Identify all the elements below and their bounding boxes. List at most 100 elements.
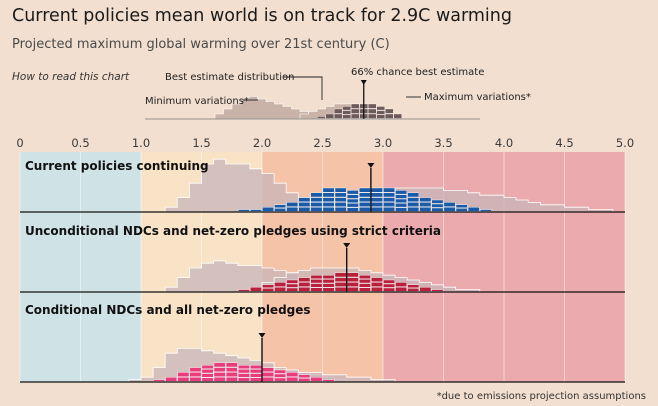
best-estimate-block [359, 192, 371, 198]
best-estimate-block [189, 377, 202, 382]
best-estimate-block [310, 275, 323, 280]
best-estimate-block [225, 372, 238, 377]
best-estimate-block [346, 198, 359, 203]
best-estimate-block [359, 202, 371, 207]
best-estimate-block [395, 198, 408, 203]
x-tick-label: 4.5 [555, 136, 573, 150]
x-tick-label: 3.5 [434, 136, 452, 150]
best-estimate-block [250, 287, 262, 292]
best-estimate-block [395, 190, 408, 195]
best-estimate-block [237, 377, 250, 382]
best-estimate-block [419, 287, 432, 292]
best-estimate-block [346, 282, 359, 287]
legend-best-block [351, 103, 360, 109]
x-tick-label: 3.0 [374, 136, 392, 150]
best-estimate-block [407, 288, 420, 292]
best-estimate-block [201, 365, 214, 370]
best-estimate-block [383, 206, 395, 212]
x-axis-ticks: 0 0.5 1.0 1.5 2.0 2.5 3.0 3.5 4.0 4.5 5.0 [16, 136, 634, 150]
best-estimate-block [334, 197, 347, 203]
best-estimate-block [443, 206, 456, 212]
best-estimate-block [237, 369, 250, 374]
best-estimate-block [310, 197, 323, 203]
legend-best-estimate-head [360, 80, 367, 85]
best-estimate-block [383, 279, 395, 284]
legend-minimum-variations [214, 96, 318, 120]
best-estimate-block [286, 206, 299, 212]
maximum-variations-area [322, 187, 614, 213]
best-estimate-block [298, 197, 311, 203]
best-estimate-block [383, 287, 395, 292]
x-tick-label: 1.5 [192, 136, 210, 150]
best-estimate-block [334, 287, 347, 292]
best-estimate-block [346, 277, 359, 283]
best-estimate-block [213, 367, 226, 373]
legend-best-block [351, 113, 360, 119]
best-estimate-block [310, 192, 323, 198]
best-estimate-block [262, 284, 274, 288]
best-estimate-block [395, 287, 408, 292]
best-estimate-block [298, 206, 311, 212]
best-estimate-block [322, 192, 335, 198]
best-estimate-block [455, 208, 468, 212]
best-estimate-block [371, 282, 383, 287]
best-estimate-block [346, 207, 359, 212]
best-estimate-block [407, 284, 420, 288]
legend-best-block [351, 108, 360, 114]
panel-title: Current policies continuing [25, 159, 209, 173]
best-estimate-block [250, 365, 262, 370]
best-estimate-block [237, 209, 250, 212]
best-estimate-block [286, 377, 299, 382]
best-estimate-block [298, 202, 311, 207]
x-tick-label: 0 [16, 136, 23, 150]
legend-best-block [334, 113, 343, 119]
legend-best-block [325, 113, 334, 119]
best-estimate-block [298, 378, 311, 382]
best-estimate-block [274, 204, 287, 209]
best-estimate-block [310, 377, 323, 382]
best-estimate-block [274, 208, 287, 212]
best-estimate-block [407, 197, 420, 203]
legend-best-block [342, 114, 351, 119]
legend-best-block [334, 108, 343, 114]
best-estimate-block [213, 377, 226, 382]
best-estimate-block [334, 272, 347, 278]
best-estimate-block [431, 203, 444, 208]
best-estimate-block [310, 287, 323, 292]
best-estimate-block [334, 202, 347, 207]
best-estimate-block [237, 289, 250, 292]
best-estimate-block [298, 374, 311, 378]
best-estimate-block [177, 377, 190, 382]
legend-best-block [342, 110, 351, 115]
best-estimate-block [310, 202, 323, 207]
best-estimate-block [322, 202, 335, 207]
best-estimate-block [237, 365, 250, 370]
legend-maximum-variations-label: Maximum variations* [424, 92, 531, 103]
best-estimate-block [383, 202, 395, 207]
legend-best-block [342, 106, 351, 111]
best-estimate-block [310, 206, 323, 212]
best-estimate-block [371, 287, 383, 292]
best-estimate-block [395, 282, 408, 287]
x-tick-label: 5.0 [616, 136, 634, 150]
best-estimate-block [334, 282, 347, 287]
how-to-read-legend: 66% chance best estimate Best estimate di… [145, 67, 531, 120]
best-estimate-block [322, 187, 335, 193]
best-estimate-block [298, 287, 311, 292]
best-estimate-block [455, 204, 468, 209]
best-estimate-block [395, 194, 408, 199]
best-estimate-block [250, 209, 262, 212]
best-estimate-block [371, 202, 383, 207]
x-tick-label: 2.0 [253, 136, 271, 150]
best-estimate-block [262, 288, 274, 292]
best-estimate-block [431, 199, 444, 204]
best-estimate-block [359, 287, 371, 292]
best-estimate-block [201, 373, 214, 378]
panel-2: Conditional NDCs and all net-zero pledge… [20, 303, 625, 383]
x-tick-label: 0.5 [71, 136, 89, 150]
minimum-variations-area [164, 158, 360, 213]
best-estimate-block [322, 275, 335, 280]
best-estimate-block [189, 367, 202, 373]
best-estimate-block [419, 206, 432, 212]
best-estimate-block [322, 379, 335, 382]
